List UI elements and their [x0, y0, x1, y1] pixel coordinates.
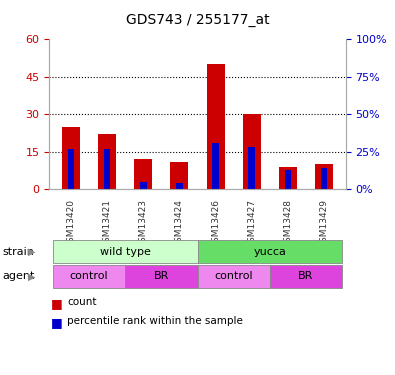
Bar: [125, 265, 198, 288]
Text: percentile rank within the sample: percentile rank within the sample: [67, 316, 243, 326]
Text: BR: BR: [298, 272, 314, 281]
Bar: [213, 143, 219, 189]
Text: wild type: wild type: [100, 247, 150, 256]
Text: strain: strain: [2, 247, 34, 256]
Bar: [243, 114, 261, 189]
Bar: [170, 162, 188, 189]
Text: count: count: [67, 297, 97, 307]
Bar: [53, 265, 125, 288]
Bar: [284, 170, 291, 189]
Bar: [140, 182, 147, 189]
Text: BR: BR: [154, 272, 169, 281]
Text: yucca: yucca: [253, 247, 286, 256]
Bar: [134, 159, 152, 189]
Bar: [104, 149, 111, 189]
Text: ▶: ▶: [28, 272, 36, 281]
Text: ■: ■: [51, 297, 63, 310]
Text: ■: ■: [51, 316, 63, 329]
Bar: [207, 64, 225, 189]
Bar: [98, 134, 116, 189]
Text: GDS743 / 255177_at: GDS743 / 255177_at: [126, 13, 269, 27]
Text: ▶: ▶: [28, 247, 36, 256]
Bar: [270, 265, 342, 288]
Bar: [62, 127, 80, 189]
Bar: [53, 240, 198, 263]
Text: agent: agent: [2, 272, 34, 281]
Bar: [68, 149, 74, 189]
Bar: [315, 164, 333, 189]
Bar: [198, 240, 342, 263]
Bar: [198, 265, 270, 288]
Bar: [248, 147, 255, 189]
Bar: [279, 167, 297, 189]
Text: control: control: [70, 272, 109, 281]
Bar: [176, 183, 183, 189]
Text: control: control: [214, 272, 253, 281]
Bar: [321, 168, 327, 189]
